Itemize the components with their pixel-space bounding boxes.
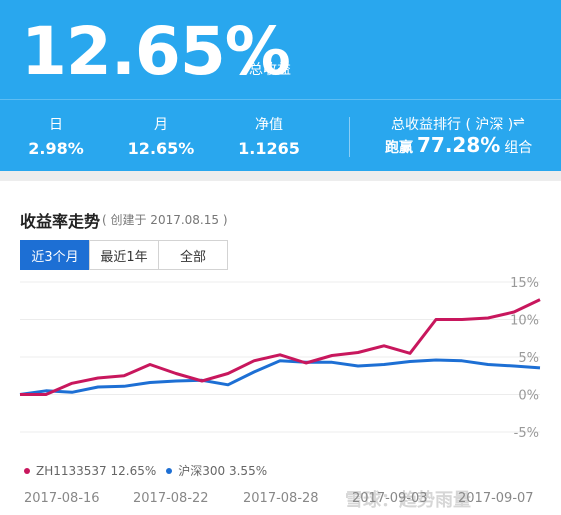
chart-legend: ZH1133537 12.65% 沪深300 3.55% [24, 462, 277, 479]
x-tick-label: 2017-08-28 [243, 491, 319, 506]
total-return-value: 12.65% [21, 13, 291, 90]
daily-return-label: 日 [49, 117, 63, 133]
daily-return-stat: 日 2.98% [16, 116, 96, 162]
net-value-stat: 净值 1.1265 [229, 116, 309, 162]
legend-item-portfolio[interactable]: ZH1133537 12.65% [24, 464, 156, 478]
watermark: 雪球：趋势雨量 [345, 490, 471, 511]
x-axis-ticks: 2017-08-16 2017-08-22 2017-08-28 2017-09-03… [0, 491, 561, 511]
rank-suffix: 组合 [504, 140, 533, 156]
rank-prefix: 跑赢 [385, 140, 413, 156]
rank-summary: 跑赢 77.28% 组合 [385, 133, 532, 157]
x-tick-label: 2017-09-07 [458, 491, 534, 506]
daily-return-value: 2.98% [28, 139, 84, 158]
y-tick-label: 5% [518, 351, 539, 366]
monthly-return-stat: 月 12.65% [121, 116, 201, 162]
y-tick-label: 15% [510, 276, 539, 291]
y-tick-label: 0% [518, 389, 539, 404]
y-tick-label: 10% [510, 314, 539, 329]
rank-value: 77.28% [417, 133, 501, 157]
header-divider [0, 99, 561, 100]
net-value-value: 1.1265 [238, 139, 300, 158]
legend-dot-index [166, 467, 173, 474]
y-tick-label: -5% [514, 426, 539, 441]
x-tick-label: 2017-09-03 [352, 491, 428, 506]
x-tick-label: 2017-08-22 [133, 491, 209, 506]
monthly-return-value: 12.65% [127, 139, 195, 158]
tab-all[interactable]: 全部 [158, 240, 228, 270]
chart-created-date: ( 创建于 2017.08.15 ) [102, 213, 228, 227]
return-chart-card: 收益率走势 ( 创建于 2017.08.15 ) 近3个月 最近1年 全部 15… [0, 181, 561, 515]
net-value-label: 净值 [255, 117, 283, 133]
swap-arrows-icon[interactable]: ⇌ [513, 114, 525, 130]
series-line-portfolio [20, 298, 541, 396]
x-tick-label: 2017-08-16 [24, 491, 100, 506]
series-line-index [19, 358, 541, 396]
legend-label-portfolio: ZH1133537 12.65% [36, 463, 157, 478]
tab-1-year[interactable]: 最近1年 [89, 240, 159, 270]
return-line-chart: 15% 10% 5% 0% -5% [19, 276, 541, 441]
legend-label-index: 沪深300 3.55% [178, 464, 268, 478]
chart-title: 收益率走势 [20, 212, 101, 231]
period-tabs: 近3个月 最近1年 全部 [20, 240, 228, 270]
legend-item-index[interactable]: 沪深300 3.55% [166, 462, 267, 479]
monthly-return-label: 月 [154, 117, 168, 133]
stats-divider [349, 117, 350, 157]
rank-label: 总收益排行 ( 沪深 ) [391, 117, 514, 133]
portfolio-header: 12.65% 总收益 日 2.98% 月 12.65% 净值 1.1265 总收… [0, 0, 561, 171]
tab-3-months[interactable]: 近3个月 [20, 240, 90, 270]
total-return-label: 总收益 [249, 62, 291, 78]
legend-dot-portfolio [24, 467, 30, 474]
